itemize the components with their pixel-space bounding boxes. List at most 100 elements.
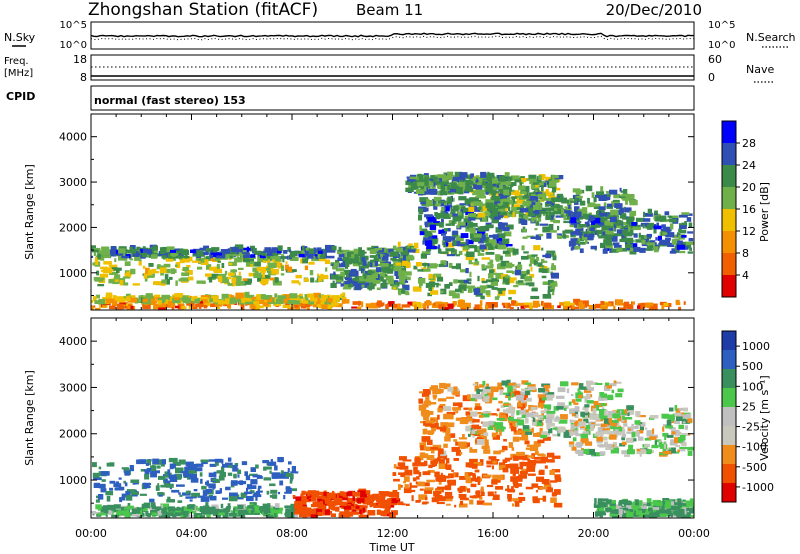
power-cell: [447, 303, 454, 309]
velocity-cell: [416, 476, 420, 480]
velocity-cell: [484, 442, 489, 447]
power-cell: [224, 270, 228, 275]
velocity-cell: [114, 487, 123, 491]
power-cell: [609, 189, 618, 195]
velocity-cell: [344, 511, 354, 517]
power-cell: [649, 240, 656, 245]
power-cell: [274, 255, 278, 258]
velocity-cell: [128, 507, 137, 510]
velocity-cell: [610, 426, 616, 430]
power-cell: [553, 220, 560, 224]
power-cell: [653, 225, 662, 230]
power-cell: [482, 205, 487, 212]
power-cell: [216, 306, 221, 309]
power-ylabel: Slant Range [km]: [23, 164, 36, 260]
velocity-cell: [498, 426, 506, 430]
power-cell: [474, 201, 483, 206]
velocity-cell: [302, 512, 308, 518]
power-cell: [472, 237, 481, 242]
power-cell: [605, 243, 613, 249]
velocity-cell: [662, 424, 667, 428]
velocity-cell: [433, 493, 440, 497]
power-cell: [450, 248, 455, 253]
velocity-cell: [502, 403, 512, 406]
power-cell: [464, 189, 470, 192]
power-cell: [431, 264, 439, 267]
velocity-cell: [475, 477, 481, 482]
power-cell: [360, 268, 364, 274]
power-cell: [309, 297, 315, 302]
power-cell: [508, 182, 517, 186]
power-cell: [388, 248, 394, 253]
power-cell: [438, 304, 445, 309]
freq-unit-label: [MHz]: [4, 68, 33, 79]
velocity-cell: [455, 449, 461, 456]
power-cell: [610, 217, 617, 223]
velocity-cell: [487, 491, 494, 497]
power-cell: [626, 304, 634, 309]
power-cell: [431, 238, 438, 245]
power-cell: [431, 186, 436, 189]
velocity-cell: [609, 434, 617, 440]
velocity-cell: [110, 505, 116, 511]
power-colorbar-tick-label: 4: [742, 269, 749, 282]
velocity-cell: [602, 511, 605, 515]
power-cell: [370, 302, 378, 309]
power-cell: [622, 214, 627, 220]
velocity-cell: [497, 477, 501, 483]
power-cell: [315, 254, 318, 257]
power-cell: [641, 304, 650, 308]
power-cell: [94, 307, 101, 310]
velocity-cell: [184, 466, 193, 472]
power-cell: [182, 257, 191, 263]
velocity-cell: [291, 488, 297, 492]
power-cell: [591, 214, 599, 219]
power-cell: [372, 277, 381, 284]
power-cell: [522, 226, 526, 230]
velocity-cell: [508, 405, 513, 411]
power-cell: [160, 283, 166, 286]
velocity-cell: [682, 512, 691, 518]
power-cell: [151, 254, 158, 259]
power-cell: [647, 224, 653, 230]
power-cell: [631, 222, 637, 226]
power-cell: [488, 273, 494, 279]
velocity-cell: [459, 445, 469, 449]
power-cell: [114, 258, 117, 263]
velocity-cell: [171, 489, 180, 493]
power-cell: [508, 297, 512, 300]
velocity-cell: [167, 506, 175, 512]
power-cell: [213, 249, 218, 253]
velocity-cell: [523, 429, 530, 432]
power-cell: [314, 280, 319, 283]
power-cell: [275, 256, 282, 262]
velocity-cell: [189, 474, 197, 480]
power-cell: [503, 176, 513, 181]
velocity-cell: [621, 450, 629, 455]
velocity-cell: [668, 512, 672, 517]
power-cell: [468, 239, 474, 245]
velocity-cell: [607, 431, 616, 434]
noise-tick-bottom-right: 10^0: [708, 40, 735, 51]
velocity-cell: [658, 441, 663, 448]
power-cell: [447, 236, 456, 241]
power-cell: [353, 248, 359, 255]
power-cell: [466, 278, 472, 282]
velocity-cell: [177, 500, 183, 503]
power-cell: [384, 274, 388, 277]
velocity-cell: [169, 463, 174, 470]
power-cell: [497, 277, 499, 280]
velocity-cell: [666, 512, 669, 515]
velocity-cell: [195, 505, 198, 511]
power-cell: [687, 231, 694, 234]
velocity-cell: [472, 474, 476, 480]
power-cell: [628, 247, 637, 252]
velocity-cell: [459, 501, 464, 505]
velocity-cell: [511, 469, 517, 474]
velocity-cell: [172, 510, 182, 514]
power-cell: [272, 250, 279, 256]
power-cell: [445, 248, 455, 252]
velocity-cell: [211, 507, 215, 512]
power-cell: [382, 279, 387, 285]
power-cell: [305, 247, 310, 251]
